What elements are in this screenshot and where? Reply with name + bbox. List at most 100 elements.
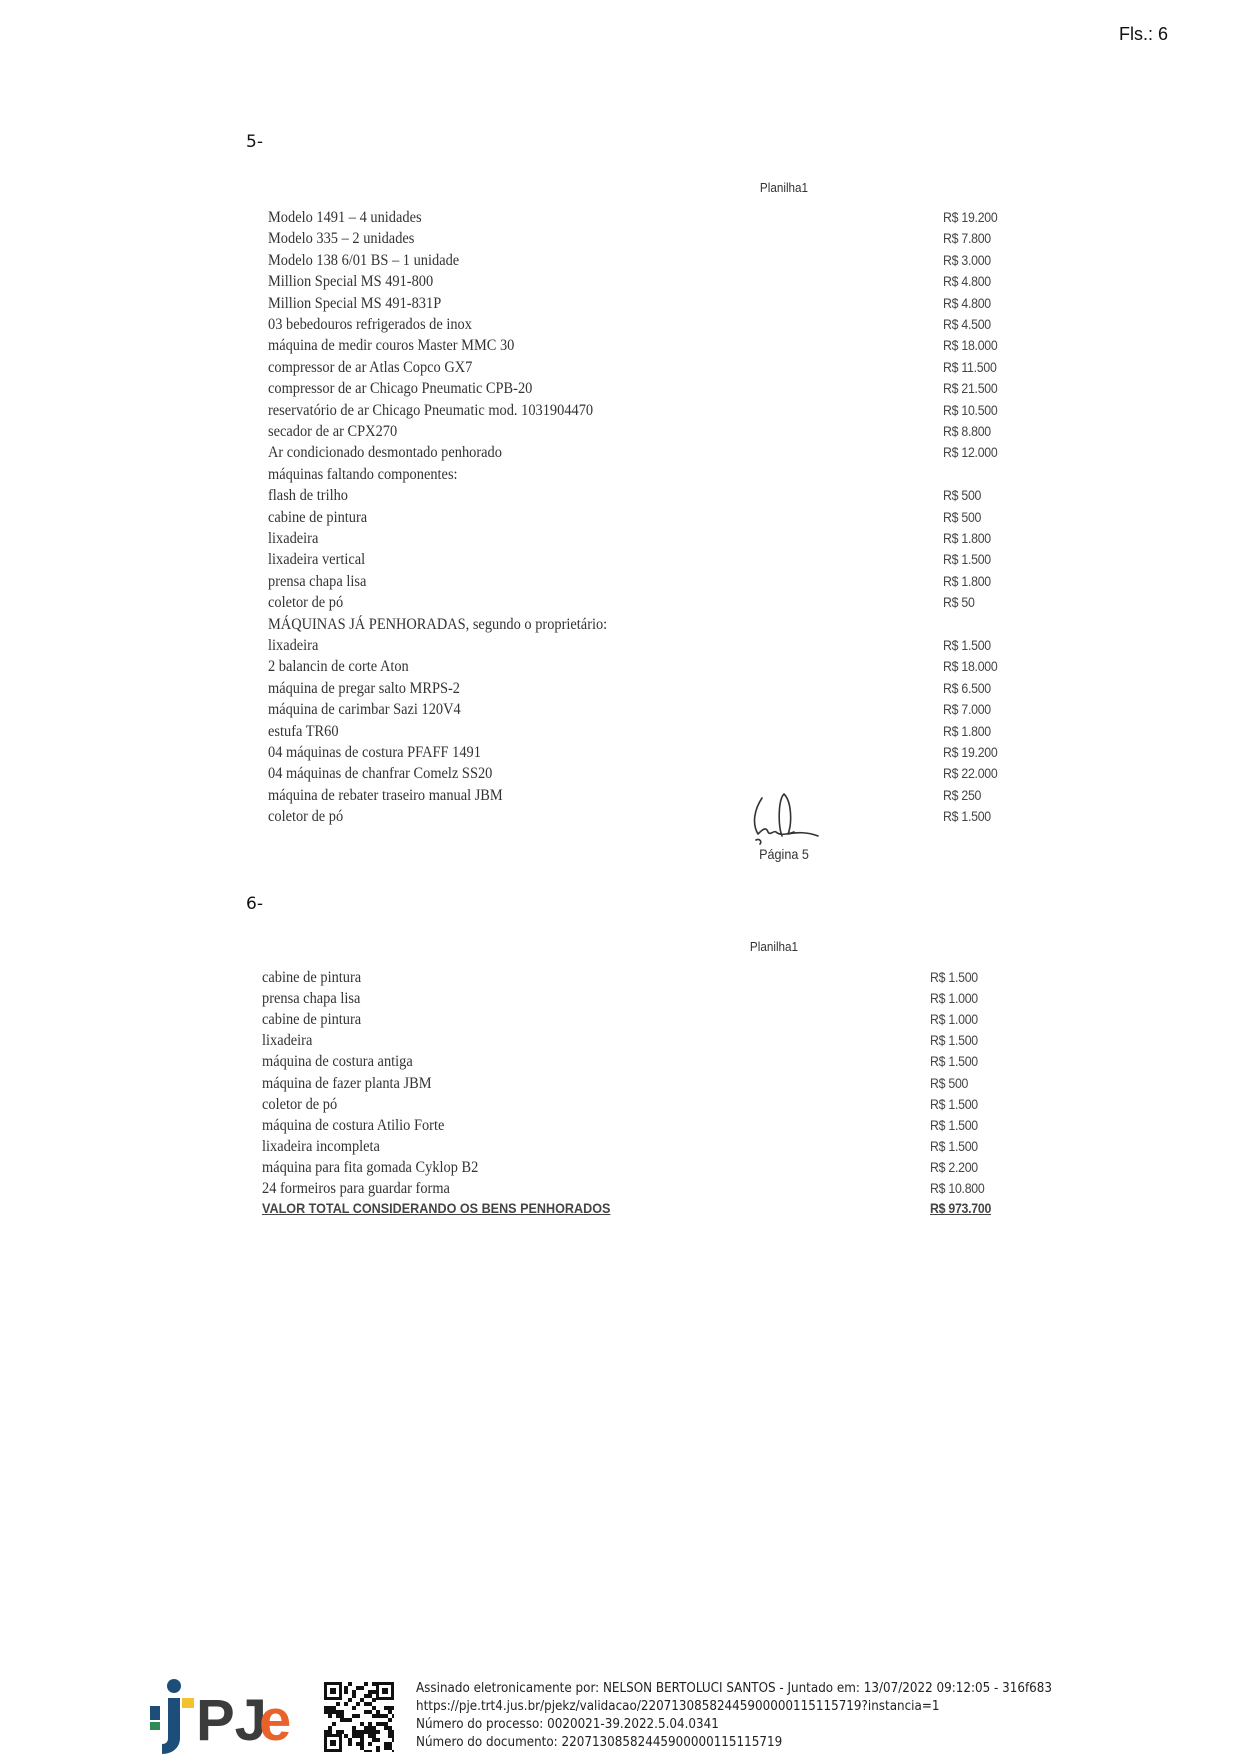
handwritten-signature (753, 793, 819, 845)
item-value: R$ 21.500 (943, 380, 998, 397)
item-value: R$ 1.500 (930, 1116, 978, 1133)
item-description: máquina de carimbar Sazi 120V4 (268, 701, 461, 719)
list-item: 04 máquinas de costura PFAFF 1491 R$ 19.2… (268, 744, 1028, 765)
item-description: 04 máquinas de chanfrar Comelz SS20 (268, 765, 493, 783)
item-value: R$ 4.800 (943, 273, 991, 290)
list-item: 24 formeiros para guardar forma R$ 10.800 (262, 1180, 1022, 1201)
list-item: Modelo 1491 – 4 unidades R$ 19.200 (268, 209, 1028, 230)
item-value: R$ 1.800 (943, 530, 991, 546)
list-item: secador de ar CPX270 R$ 8.800 (268, 423, 1028, 444)
section-number-5: 5- (246, 132, 263, 152)
item-description: máquina para fita gomada Cyklop B2 (262, 1158, 479, 1176)
svg-text:e: e (259, 1688, 291, 1753)
list-item: cabine de pintura R$ 500 (268, 509, 1028, 530)
item-description: máquina de costura Atilio Forte (262, 1116, 445, 1134)
list-item: reservatório de ar Chicago Pneumatic mod… (268, 402, 1028, 423)
list-item: Million Special MS 491-831P R$ 4.800 (268, 295, 1028, 316)
list-item: máquina de pregar salto MRPS-2 R$ 6.500 (268, 680, 1028, 701)
list-item: máquinas faltando componentes: (268, 466, 1028, 487)
item-description: flash de trilho (268, 487, 348, 505)
item-value: R$ 1.500 (943, 808, 991, 825)
item-description: prensa chapa lisa (268, 572, 367, 590)
list-item: 03 bebedouros refrigerados de inox R$ 4.5… (268, 316, 1028, 337)
item-value: R$ 3.000 (943, 251, 991, 268)
item-description: coletor de pó (268, 594, 344, 612)
item-value: R$ 50 (943, 594, 975, 611)
item-description: Modelo 1491 – 4 unidades (268, 209, 422, 226)
item-value: R$ 10.800 (930, 1180, 985, 1196)
item-description: coletor de pó (268, 808, 344, 826)
item-description: 03 bebedouros refrigerados de inox (268, 316, 472, 333)
signature-footer: Assinado eletronicamente por: NELSON BER… (416, 1680, 1052, 1752)
item-value: R$ 8.800 (943, 423, 991, 439)
item-description: Modelo 138 6/01 BS – 1 unidade (268, 251, 460, 269)
item-description: máquina de fazer planta JBM (262, 1074, 432, 1092)
list-item: prensa chapa lisa R$ 1.000 (262, 990, 1022, 1011)
item-description: 04 máquinas de costura PFAFF 1491 (268, 744, 481, 761)
item-description: coletor de pó (262, 1095, 338, 1113)
page-sheet-number: Fls.: 6 (1118, 24, 1168, 44)
item-description: lixadeira (268, 637, 319, 654)
section-number-6: 6- (246, 894, 263, 914)
item-value: R$ 18.000 (943, 337, 998, 354)
item-value: R$ 1.000 (930, 990, 978, 1007)
item-value: R$ 1.800 (943, 722, 991, 739)
item-description: 2 balancin de corte Aton (268, 658, 409, 676)
list-item: Ar condicionado desmontado penhorado R$ 1… (268, 444, 1028, 465)
list-item: lixadeira R$ 1.500 (262, 1032, 1022, 1053)
item-value: R$ 1.800 (943, 572, 991, 589)
validation-url[interactable]: https://pje.trt4.jus.br/pjekz/validacao/… (416, 1699, 940, 1714)
item-value: R$ 1.500 (943, 551, 991, 568)
item-description: reservatório de ar Chicago Pneumatic mod… (268, 401, 594, 419)
item-value: R$ 500 (930, 1074, 969, 1091)
item-value: R$ 1.500 (943, 637, 991, 653)
item-value: R$ 10.500 (943, 401, 998, 418)
list-item: Modelo 335 – 2 unidades R$ 7.800 (268, 230, 1028, 251)
list-item: compressor de ar Chicago Pneumatic CPB-2… (268, 380, 1028, 401)
item-value: R$ 1.000 (930, 1011, 978, 1028)
process-number: Número do processo: 0020021-39.2022.5.04… (416, 1717, 719, 1732)
item-description: lixadeira vertical (268, 551, 366, 569)
sheet-title: Planilha1 (759, 180, 809, 195)
item-value: R$ 4.500 (943, 316, 991, 332)
item-description: compressor de ar Chicago Pneumatic CPB-2… (268, 380, 533, 398)
item-value: R$ 500 (943, 487, 982, 504)
list-item: máquina de carimbar Sazi 120V4 R$ 7.000 (268, 701, 1028, 722)
list-item: lixadeira vertical R$ 1.500 (268, 551, 1028, 572)
item-description: máquina de costura antiga (262, 1053, 413, 1071)
item-value: R$ 11.500 (943, 358, 997, 375)
list-item: máquina de costura antiga R$ 1.500 (262, 1053, 1022, 1074)
list-item: máquina para fita gomada Cyklop B2 R$ 2.2… (262, 1159, 1022, 1180)
item-value: R$ 1.500 (930, 969, 978, 985)
pje-logo: PJ e (150, 1679, 291, 1754)
item-description: lixadeira incompleta (262, 1137, 380, 1155)
item-value: R$ 22.000 (943, 765, 998, 782)
svg-text:PJ: PJ (196, 1688, 267, 1753)
page-label: Página 5 (759, 846, 809, 862)
item-value: R$ 1.500 (930, 1053, 978, 1070)
list-item: lixadeira R$ 1.500 (268, 637, 1028, 658)
total-value: R$ 973.700 (930, 1200, 992, 1216)
list-item: 04 máquinas de chanfrar Comelz SS20 R$ 22… (268, 765, 1028, 786)
list-item: prensa chapa lisa R$ 1.800 (268, 573, 1028, 594)
item-value: R$ 19.200 (943, 209, 998, 225)
list-item: MÁQUINAS JÁ PENHORADAS, segundo o propri… (268, 616, 1028, 637)
item-value: R$ 2.200 (930, 1158, 978, 1175)
list-item: coletor de pó R$ 1.500 (262, 1096, 1022, 1117)
item-value: R$ 12.000 (943, 444, 998, 461)
item-description: estufa TR60 (268, 722, 339, 740)
item-description: secador de ar CPX270 (268, 423, 398, 440)
list-item: flash de trilho R$ 500 (268, 487, 1028, 508)
list-item: 2 balancin de corte Aton R$ 18.000 (268, 658, 1028, 679)
list-item: máquina de medir couros Master MMC 30 R$ … (268, 337, 1028, 358)
list-item: máquina de fazer planta JBM R$ 500 (262, 1075, 1022, 1096)
item-value: R$ 19.200 (943, 744, 998, 760)
item-description: Modelo 335 – 2 unidades (268, 230, 415, 248)
item-description: máquina de medir couros Master MMC 30 (268, 337, 515, 355)
list-item: cabine de pintura R$ 1.500 (262, 969, 1022, 990)
item-description: MÁQUINAS JÁ PENHORADAS, segundo o propri… (268, 615, 608, 633)
total-row: VALOR TOTAL CONSIDERANDO OS BENS PENHORA… (262, 1200, 1022, 1221)
list-item: coletor de pó R$ 1.500 (268, 808, 1028, 829)
item-value: R$ 6.500 (943, 679, 991, 696)
list-item: cabine de pintura R$ 1.000 (262, 1011, 1022, 1032)
